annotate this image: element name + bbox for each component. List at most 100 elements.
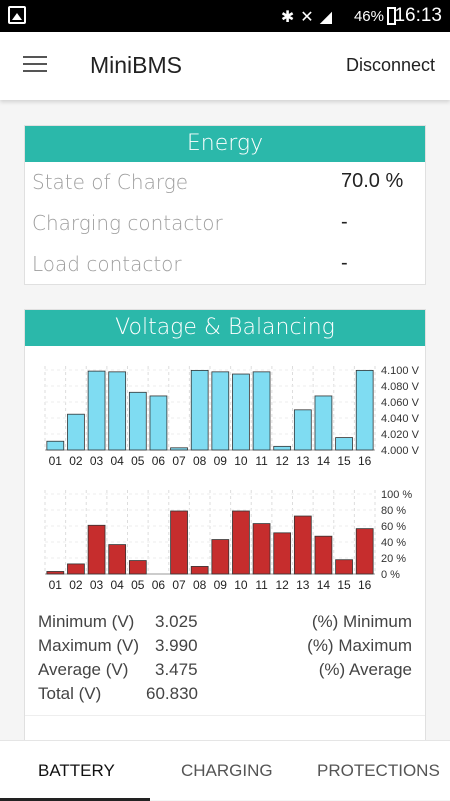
voltage-xtick: 04 bbox=[111, 454, 125, 468]
voltage-xtick: 08 bbox=[193, 454, 207, 468]
voltage-bar-07 bbox=[170, 447, 188, 451]
voltage-xtick: 12 bbox=[276, 454, 290, 468]
voltage-bar-09 bbox=[211, 371, 230, 451]
voltage-xtick: 01 bbox=[49, 454, 63, 468]
voltage-bar-01 bbox=[46, 440, 65, 451]
voltage-bar-02 bbox=[67, 413, 85, 451]
balancing-bar-15 bbox=[335, 559, 353, 575]
voltage-bar-13 bbox=[293, 409, 312, 451]
voltage-ytick: 4.040 V bbox=[381, 413, 420, 425]
balancing-bar-05 bbox=[128, 560, 147, 575]
balancing-xtick: 09 bbox=[214, 578, 228, 592]
total-label: Total (V) bbox=[38, 684, 102, 703]
app-bar: MiniBMS Disconnect bbox=[0, 32, 450, 100]
voltage-ytick: 4.080 V bbox=[381, 381, 420, 393]
balancing-bar-12 bbox=[273, 532, 292, 575]
voltage-xtick: 15 bbox=[337, 454, 351, 468]
soc-row: State of Charge 70.0 % bbox=[25, 162, 425, 203]
balancing-xtick: 16 bbox=[358, 578, 372, 592]
voltage-xtick: 11 bbox=[255, 454, 268, 468]
voltage-bar-04 bbox=[108, 371, 127, 451]
balancing-xtick: 03 bbox=[90, 578, 104, 592]
max-value: 3.990 bbox=[155, 636, 198, 655]
voltage-xtick: 10 bbox=[234, 454, 248, 468]
status-bar: ✱✕◢ 46% 16:13 bbox=[0, 0, 450, 32]
divider bbox=[25, 715, 425, 716]
pct-min-label: (%) Minimum bbox=[311, 612, 412, 631]
balancing-bar-13 bbox=[293, 515, 312, 575]
charging-contactor-row: Charging contactor - bbox=[25, 203, 425, 244]
balancing-bar-10 bbox=[232, 510, 250, 575]
app-title: MiniBMS bbox=[90, 52, 183, 78]
voltage-ytick: 4.060 V bbox=[381, 397, 420, 409]
balancing-ytick: 20 % bbox=[381, 553, 406, 565]
balancing-bar-04 bbox=[108, 544, 127, 575]
balancing-ytick: 100 % bbox=[381, 489, 412, 501]
voltage-ytick: 4.000 V bbox=[381, 445, 420, 457]
balancing-bar-07 bbox=[170, 510, 188, 575]
disconnect-button[interactable]: Disconnect bbox=[345, 55, 435, 75]
avg-label: Average (V) bbox=[38, 660, 129, 679]
voltage-bar-05 bbox=[128, 391, 147, 451]
menu-icon[interactable] bbox=[23, 56, 47, 74]
avg-value: 3.475 bbox=[155, 660, 198, 679]
gallery-icon bbox=[8, 6, 26, 24]
balancing-xtick: 13 bbox=[296, 578, 310, 592]
voltage-bar-14 bbox=[314, 395, 333, 451]
voltage-title: Voltage & Balancing bbox=[25, 310, 425, 346]
battery-percent: 46% bbox=[353, 8, 384, 25]
bottom-nav: BATTERY CHARGING PROTECTIONS bbox=[0, 740, 450, 801]
voltage-ytick: 4.100 V bbox=[381, 365, 420, 377]
voltage-xtick: 14 bbox=[317, 454, 331, 468]
voltage-ytick: 4.020 V bbox=[381, 429, 420, 441]
soc-value: 70.0 % bbox=[341, 170, 404, 192]
voltage-xtick: 05 bbox=[131, 454, 145, 468]
voltage-xtick: 13 bbox=[296, 454, 310, 468]
load-contactor-row: Load contactor - bbox=[25, 244, 425, 285]
balancing-xtick: 08 bbox=[193, 578, 207, 592]
charging-contactor-label: Charging contactor bbox=[32, 211, 223, 235]
voltage-chart: 4.100 V 4.080 V 4.060 V 4.040 V 4.020 V 4.000… bbox=[44, 365, 420, 468]
min-value: 3.025 bbox=[155, 612, 198, 631]
total-value: 60.830 bbox=[146, 684, 198, 703]
balancing-xtick: 12 bbox=[276, 578, 290, 592]
balancing-bar-02 bbox=[67, 563, 85, 575]
max-label: Maximum (V) bbox=[38, 636, 140, 655]
balancing-xtick: 05 bbox=[131, 578, 145, 592]
voltage-xtick: 16 bbox=[358, 454, 372, 468]
balancing-xtick: 04 bbox=[111, 578, 125, 592]
balancing-ytick: 0 % bbox=[381, 569, 400, 581]
balancing-bar-09 bbox=[211, 539, 230, 575]
battery-icon bbox=[387, 7, 396, 25]
tab-charging[interactable]: CHARGING bbox=[181, 761, 273, 780]
tab-protections[interactable]: PROTECTIONS bbox=[317, 761, 440, 780]
voltage-bar-08 bbox=[190, 369, 209, 451]
voltage-bar-10 bbox=[232, 373, 250, 451]
balancing-xtick: 02 bbox=[69, 578, 83, 592]
load-contactor-label: Load contactor bbox=[32, 252, 182, 276]
voltage-bar-15 bbox=[335, 437, 353, 451]
balancing-xtick: 14 bbox=[317, 578, 331, 592]
balancing-xtick: 07 bbox=[172, 578, 186, 592]
balancing-xtick: 06 bbox=[152, 578, 166, 592]
soc-label: State of Charge bbox=[32, 170, 189, 194]
status-icons: ✱✕◢ bbox=[280, 7, 338, 26]
balancing-ytick: 60 % bbox=[381, 521, 406, 533]
voltage-bar-11 bbox=[252, 371, 271, 451]
balancing-ytick: 80 % bbox=[381, 505, 406, 517]
charging-contactor-value: - bbox=[341, 211, 348, 233]
tab-battery[interactable]: BATTERY bbox=[38, 761, 115, 780]
balancing-xtick: 11 bbox=[255, 578, 268, 592]
voltage-xtick: 02 bbox=[69, 454, 83, 468]
balancing-ytick: 40 % bbox=[381, 537, 406, 549]
energy-title: Energy bbox=[25, 126, 425, 162]
balancing-xtick: 10 bbox=[234, 578, 248, 592]
balancing-xtick: 01 bbox=[49, 578, 63, 592]
voltage-bar-12 bbox=[273, 445, 292, 451]
balancing-bar-08 bbox=[190, 566, 209, 575]
voltage-xtick: 03 bbox=[90, 454, 104, 468]
balancing-bar-14 bbox=[314, 535, 333, 575]
voltage-bar-03 bbox=[87, 370, 106, 451]
balancing-bar-16 bbox=[355, 528, 374, 575]
voltage-xtick: 06 bbox=[152, 454, 166, 468]
